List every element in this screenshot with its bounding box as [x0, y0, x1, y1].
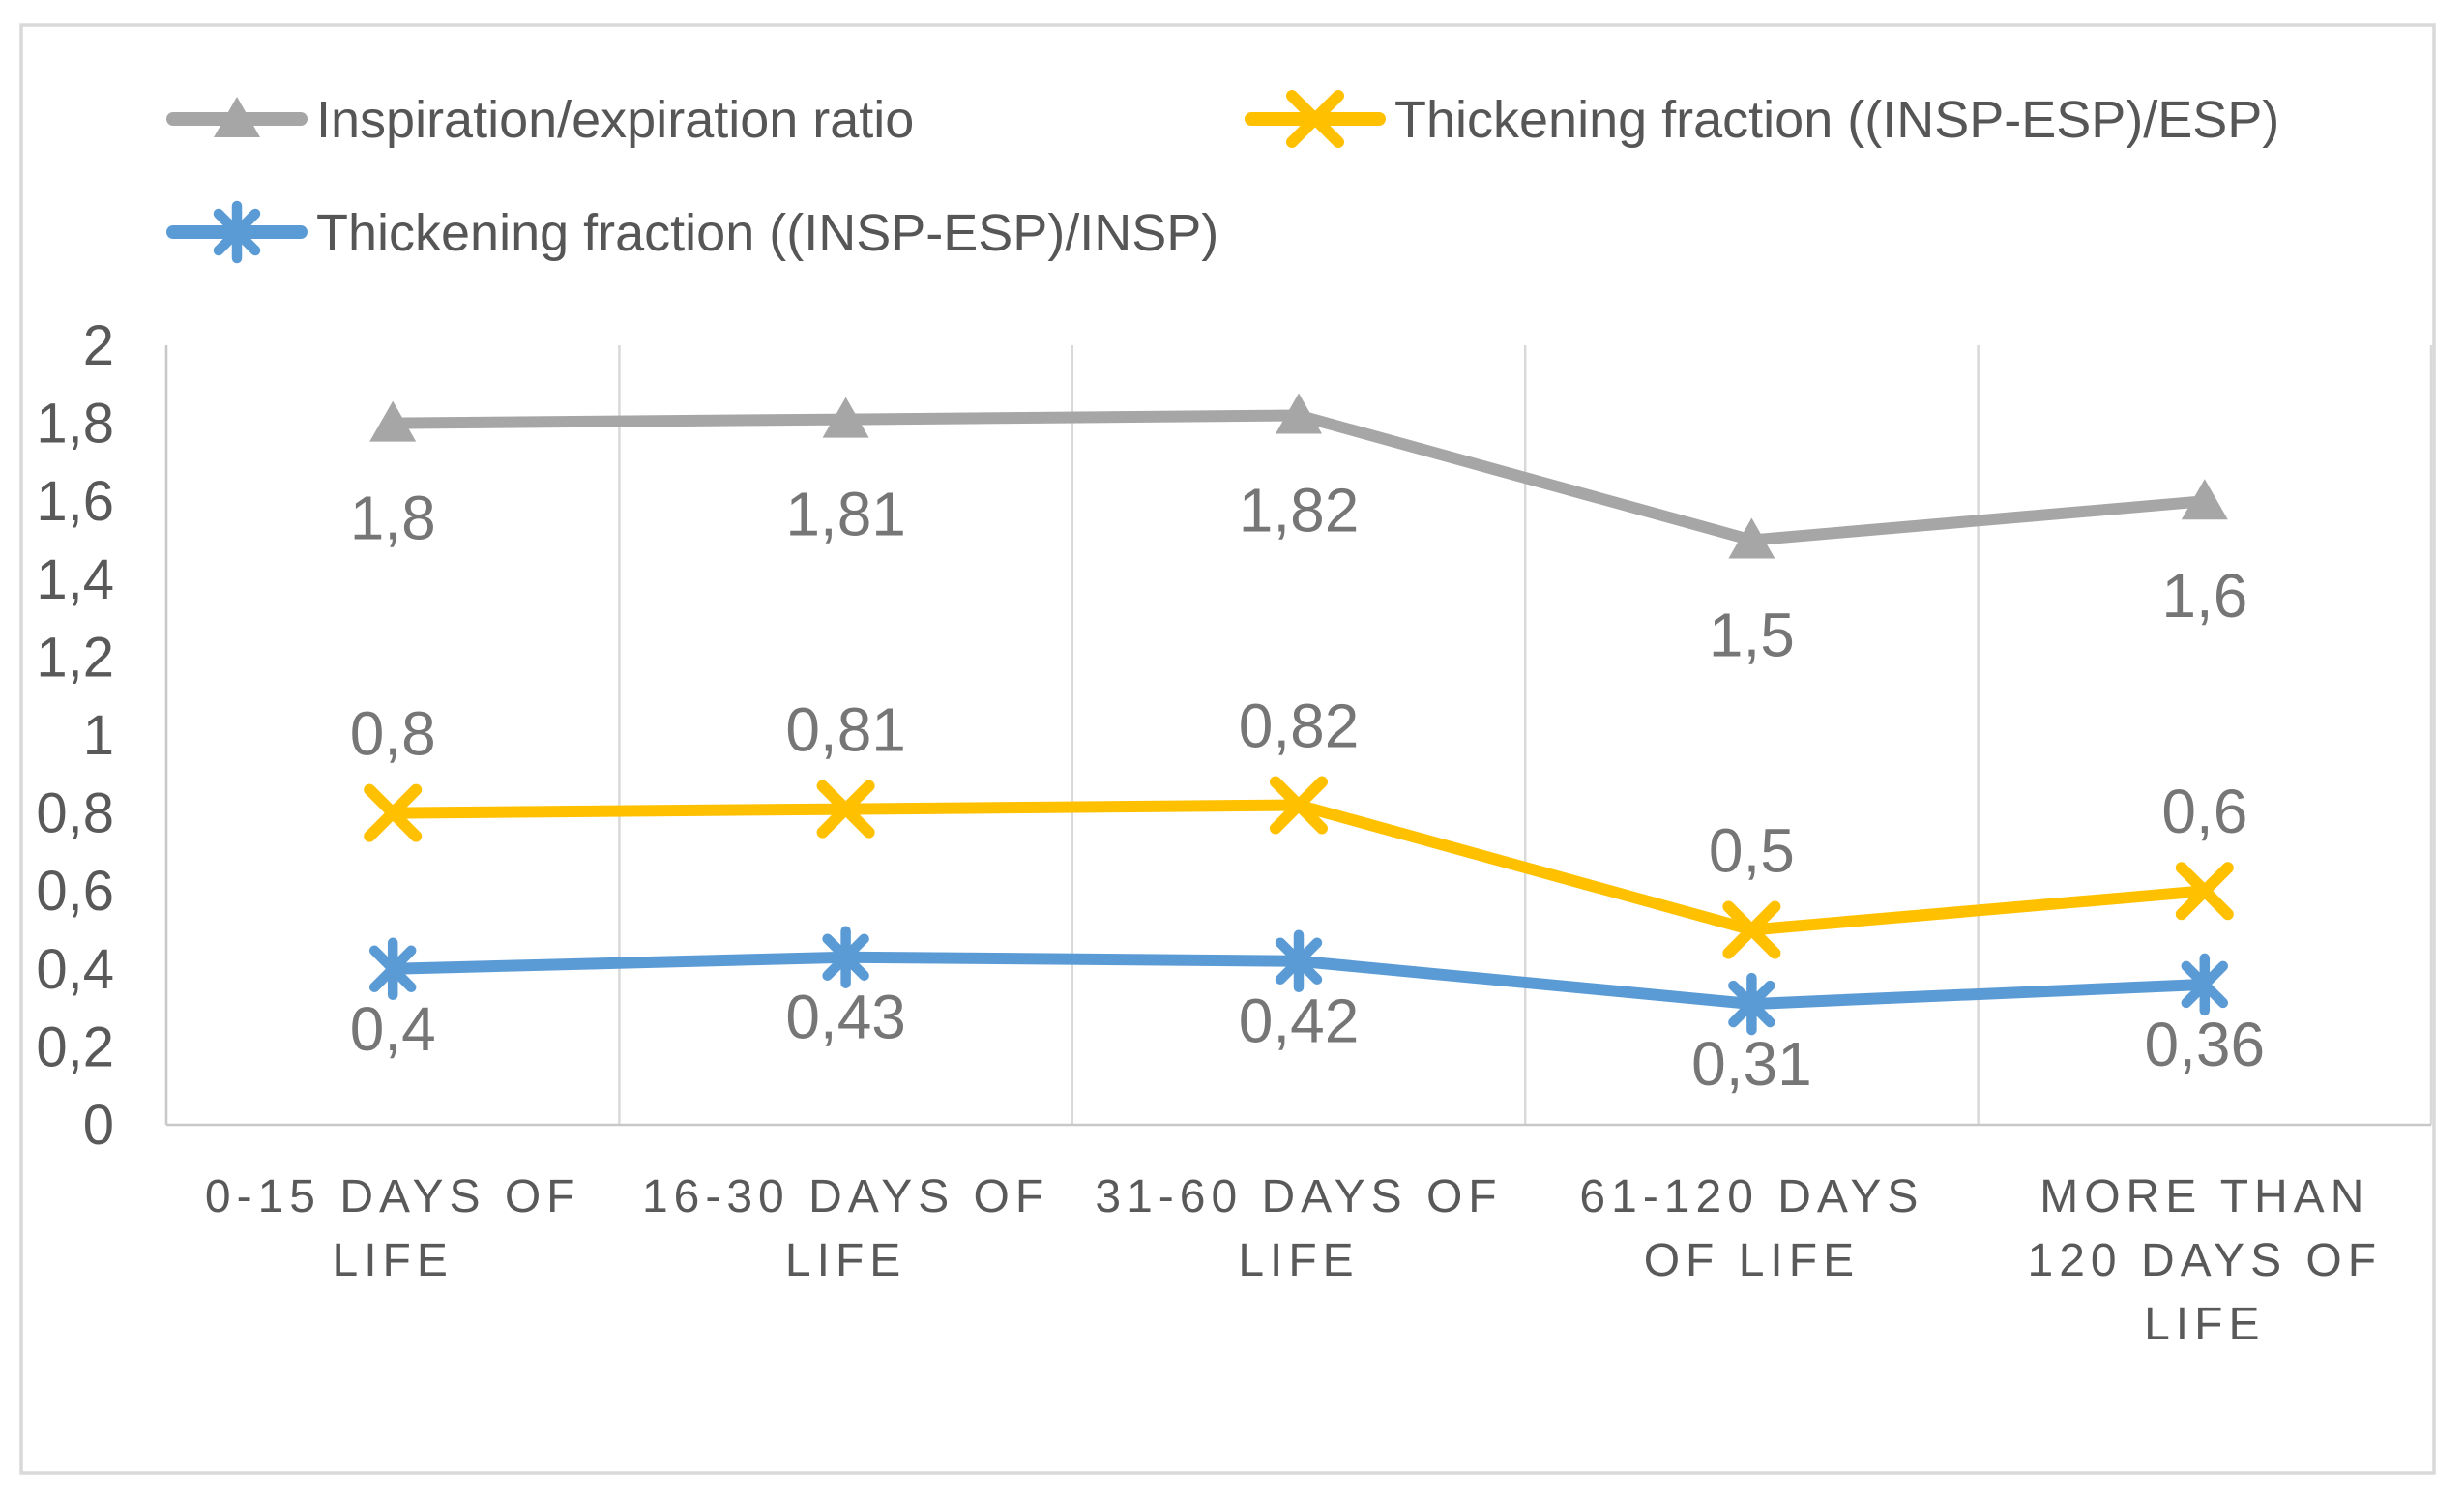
- y-tick-label: 1: [83, 704, 114, 767]
- triangle-marker-icon: [822, 397, 869, 438]
- triangle-marker-icon: [369, 400, 417, 442]
- series-line: [387, 799, 2211, 936]
- x-axis-label: 16-30 DAYS OF: [642, 1171, 1049, 1222]
- y-tick-label: 1,4: [36, 548, 114, 611]
- data-label: 0,6: [2161, 777, 2247, 846]
- figure-border: [19, 23, 2436, 1475]
- data-label: 0,5: [1709, 816, 1795, 886]
- data-label: 0,81: [785, 695, 906, 765]
- y-tick-label: 0,6: [36, 860, 114, 923]
- x-marker-icon: [1722, 900, 1781, 959]
- triangle-marker-icon: [2181, 479, 2228, 520]
- data-label: 0,31: [1691, 1029, 1812, 1099]
- data-label: 1,82: [1239, 476, 1360, 545]
- data-label: 0,43: [785, 983, 906, 1052]
- data-label: 0,82: [1239, 692, 1360, 761]
- legend-label: Thickening fraction ((INSP-ESP)/ESP): [1394, 91, 2279, 149]
- legend-x-marker-icon: [1286, 90, 1344, 148]
- data-label: 1,8: [350, 484, 436, 553]
- legend-triangle-marker-icon: [214, 97, 260, 137]
- y-tick-label: 0: [83, 1094, 114, 1157]
- data-label: 1,81: [785, 480, 906, 549]
- x-marker-icon: [364, 783, 423, 842]
- x-marker-icon: [816, 780, 875, 839]
- y-tick-label: 0,4: [36, 938, 114, 1001]
- triangle-marker-icon: [1728, 517, 1775, 559]
- x-axis-label: 0-15 DAYS OF: [205, 1171, 581, 1222]
- x-marker-icon: [2175, 862, 2234, 921]
- x-axis-label: 120 DAYS OF: [2028, 1235, 2383, 1286]
- data-label: 0,8: [350, 699, 436, 769]
- y-tick-label: 1,8: [36, 393, 114, 456]
- y-tick-label: 0,2: [36, 1015, 114, 1078]
- x-marker-icon: [1270, 776, 1328, 835]
- x-axis-label: 31-60 DAYS OF: [1095, 1171, 1502, 1222]
- data-label: 0,36: [2145, 1010, 2266, 1079]
- x-axis-label: LIFE: [2144, 1299, 2265, 1350]
- x-axis-label: LIFE: [1238, 1235, 1359, 1286]
- x-axis-label: LIFE: [333, 1235, 454, 1286]
- y-tick-label: 0,8: [36, 782, 114, 845]
- data-label: 1,6: [2161, 561, 2247, 631]
- x-axis-label: LIFE: [785, 1235, 906, 1286]
- x-axis-label: 61-120 DAYS: [1579, 1171, 1923, 1222]
- x-axis-label: OF LIFE: [1644, 1235, 1860, 1286]
- y-tick-label: 2: [83, 314, 114, 377]
- legend-label: Thickening fraction ((INSP-ESP)/INSP): [316, 204, 1218, 262]
- data-label: 0,4: [350, 994, 436, 1064]
- triangle-marker-icon: [1276, 393, 1322, 434]
- x-axis-label: MORE THAN: [2039, 1171, 2369, 1222]
- y-tick-label: 1,6: [36, 470, 114, 533]
- y-tick-label: 1,2: [36, 626, 114, 689]
- legend-label: Inspiration/expiration ratio: [316, 91, 914, 149]
- data-label: 0,42: [1239, 986, 1360, 1056]
- data-label: 1,5: [1709, 601, 1795, 670]
